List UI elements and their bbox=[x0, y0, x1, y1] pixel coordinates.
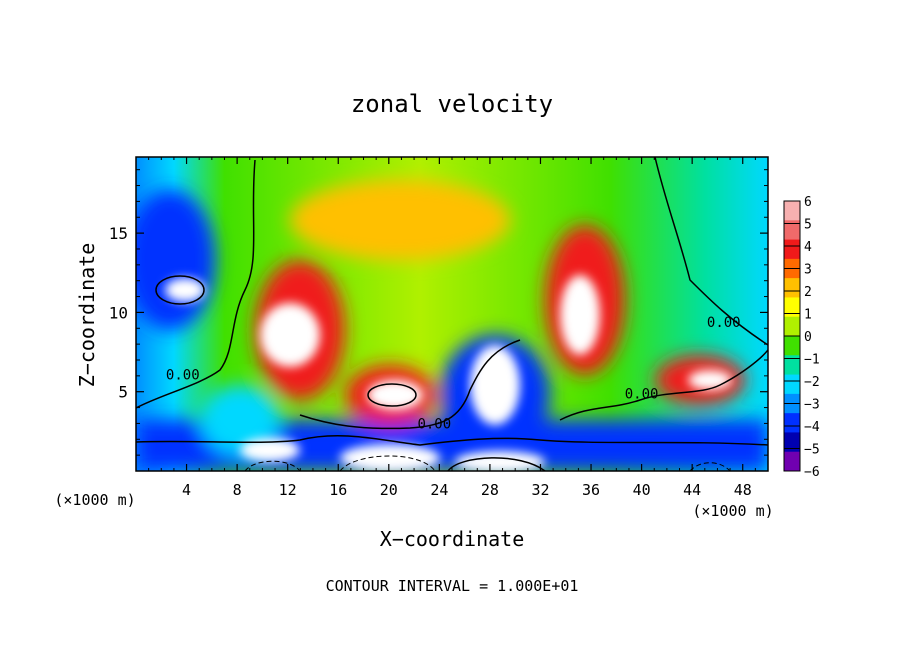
colorbar-tick-label: −3 bbox=[804, 398, 820, 413]
colorbar-segment bbox=[784, 239, 800, 260]
y-tick-label: 10 bbox=[109, 303, 128, 322]
contour-line-zero bbox=[559, 349, 768, 421]
colorbar-segment bbox=[784, 297, 800, 318]
x-tick-label: 48 bbox=[734, 481, 752, 499]
contour-labels: 0.00 0.00 0.00 0.00 bbox=[166, 315, 741, 432]
colorbar-tick-label: 6 bbox=[804, 195, 812, 210]
contour-lines bbox=[136, 157, 768, 471]
contour-line-zero bbox=[136, 159, 256, 409]
contour-line bbox=[367, 383, 417, 407]
colorbar-segment bbox=[784, 413, 800, 433]
field-blob bbox=[470, 345, 520, 425]
contour-label: 0.00 bbox=[707, 315, 741, 331]
y-tick-label: 5 bbox=[118, 383, 128, 402]
field-blob bbox=[560, 275, 600, 355]
field-blob bbox=[200, 385, 280, 455]
y-axis-label: Z−coordinate bbox=[75, 243, 99, 388]
contour-line bbox=[447, 457, 546, 471]
field-blob bbox=[688, 370, 732, 390]
colorbar-tick-label: 1 bbox=[804, 308, 812, 323]
colorbar-segment bbox=[784, 201, 800, 221]
y-axis: 5 10 15 bbox=[109, 169, 768, 456]
colorbar-tick-label: 3 bbox=[804, 263, 812, 278]
colorbar-segment bbox=[784, 355, 800, 376]
contour-line-zero bbox=[136, 434, 768, 446]
field-blob bbox=[340, 444, 440, 471]
contour-line-zero bbox=[299, 339, 521, 430]
colorbar-tick-label: −1 bbox=[804, 353, 820, 368]
x-tick-label: 32 bbox=[531, 481, 549, 499]
colorbar-tick-label: −4 bbox=[804, 420, 820, 435]
contour-label: 0.00 bbox=[625, 386, 659, 402]
x-tick-label: 40 bbox=[633, 481, 651, 499]
x-tick-label: 44 bbox=[683, 481, 701, 499]
field-blob bbox=[240, 438, 300, 462]
colorbar-segment bbox=[784, 336, 800, 356]
colorbar: 6 5 4 3 2 1 0 −1 −2 −3 −4 −5 −6 bbox=[783, 195, 820, 480]
contour-line bbox=[155, 275, 205, 305]
contour-lines-negative bbox=[244, 455, 731, 471]
colorbar-tick-label: −6 bbox=[804, 465, 820, 480]
contour-line-negative bbox=[339, 455, 436, 471]
colorbar-tick-label: 5 bbox=[804, 218, 812, 233]
colorbar-segment bbox=[784, 374, 800, 395]
colorbar-segment bbox=[784, 316, 800, 337]
field-blob bbox=[455, 451, 545, 471]
x-axis-label: X−coordinate bbox=[380, 527, 525, 551]
footer-contour-interval: CONTOUR INTERVAL = 1.000E+01 bbox=[326, 577, 579, 595]
colorbar-segment bbox=[784, 451, 800, 472]
x-tick-label: 36 bbox=[582, 481, 600, 499]
colorbar-tick-label: 0 bbox=[804, 330, 812, 345]
plot-area: 0.00 0.00 0.00 0.00 bbox=[136, 157, 768, 471]
contour-line-zero bbox=[654, 157, 768, 346]
field-blob bbox=[165, 278, 205, 302]
colorbar-tick-label: 4 bbox=[804, 240, 812, 255]
x-tick-label: 12 bbox=[279, 481, 297, 499]
contour-line-negative bbox=[689, 462, 731, 471]
contour-label: 0.00 bbox=[417, 416, 451, 432]
x-tick-label: 24 bbox=[430, 481, 448, 499]
x-tick-label: 20 bbox=[380, 481, 398, 499]
field-blobs bbox=[136, 180, 768, 471]
x-tick-label: 4 bbox=[182, 481, 191, 499]
field-blob bbox=[260, 303, 320, 367]
colorbar-segment bbox=[784, 432, 800, 453]
field-blob bbox=[136, 190, 215, 330]
x-axis: 4 8 12 16 20 24 28 32 36 40 44 48 bbox=[148, 157, 756, 499]
colorbar-tick-label: −2 bbox=[804, 375, 820, 390]
y-tick-label: 15 bbox=[109, 224, 128, 243]
contour-line-negative bbox=[244, 460, 301, 471]
chart-title: zonal velocity bbox=[351, 90, 553, 118]
x-tick-label: 8 bbox=[233, 481, 242, 499]
colorbar-segment bbox=[784, 220, 800, 241]
x-tick-label: 16 bbox=[329, 481, 347, 499]
colorbar-tick-label: −5 bbox=[804, 443, 820, 458]
x-unit-label: (×1000 m) bbox=[54, 491, 135, 509]
y-unit-label: (×1000 m) bbox=[692, 502, 773, 520]
colorbar-segment bbox=[784, 278, 800, 298]
contour-label: 0.00 bbox=[166, 367, 200, 383]
x-tick-label: 28 bbox=[481, 481, 499, 499]
colorbar-tick-label: 2 bbox=[804, 285, 812, 300]
field-blob bbox=[290, 180, 510, 260]
